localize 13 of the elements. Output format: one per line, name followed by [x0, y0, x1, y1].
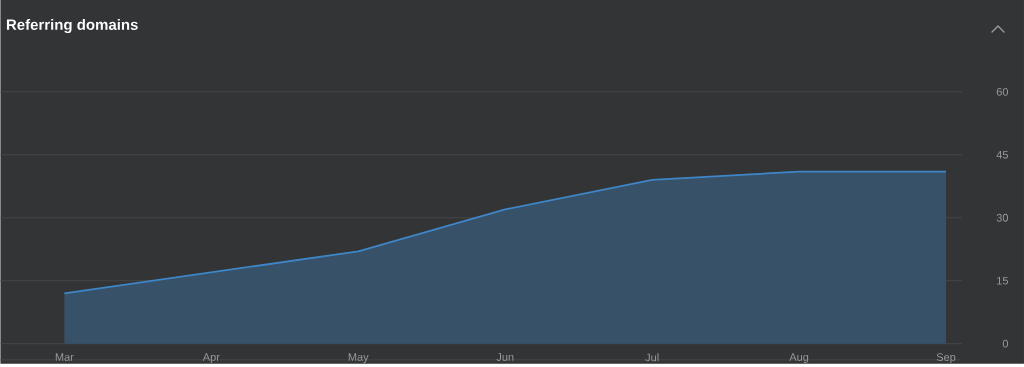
x-tick-label: Jun	[496, 353, 514, 362]
chart-title: Referring domains	[6, 19, 138, 34]
y-tick-label: 30	[996, 214, 1009, 222]
x-tick-label: Sep	[936, 353, 956, 364]
x-tick-label: May	[348, 353, 369, 364]
y-tick-label: 0	[1002, 340, 1009, 348]
y-tick-label: 60	[996, 88, 1009, 96]
y-tick-label: 45	[996, 151, 1008, 159]
x-tick-label: Apr	[202, 353, 220, 364]
x-tick-label: Aug	[789, 353, 809, 364]
x-tick-label: Jul	[645, 353, 659, 362]
x-tick-label: Mar	[55, 353, 74, 362]
y-tick-label: 15	[997, 277, 1008, 285]
